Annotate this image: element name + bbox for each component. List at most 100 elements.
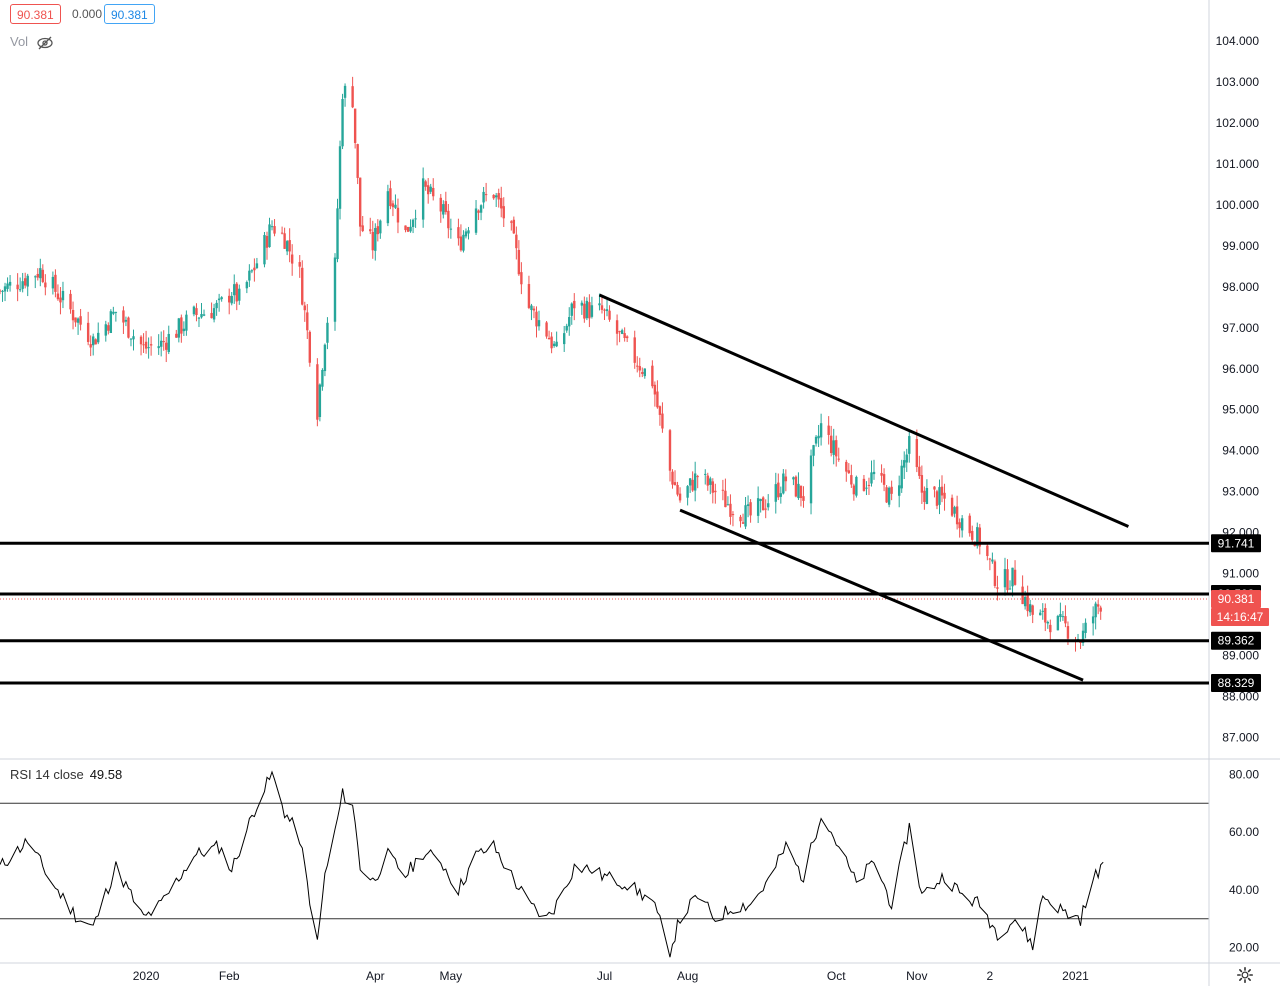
countdown-badge [1211, 607, 1269, 626]
time-tick-label: May [440, 969, 463, 983]
candle-body [482, 191, 485, 203]
candle-body [686, 486, 689, 498]
rsi-tick-label: 40.00 [1229, 883, 1259, 897]
eye-off-icon[interactable] [36, 36, 54, 50]
candle-body [177, 318, 181, 338]
candle-body [371, 231, 374, 251]
candle-body [107, 325, 110, 331]
candle-body [245, 282, 249, 289]
legend-change-value: 0.000 [72, 7, 103, 21]
candle-body [404, 225, 407, 231]
candle-body [268, 224, 271, 248]
candle-body [797, 483, 800, 499]
candle-body [389, 188, 392, 207]
candle-body [114, 311, 118, 313]
candle-body [1066, 626, 1070, 639]
candle-body [326, 322, 329, 343]
candle-body [285, 241, 289, 252]
candle-body [318, 384, 322, 417]
candle-body [739, 516, 742, 522]
candle-body [215, 302, 218, 309]
candle-body [1031, 605, 1034, 615]
candle-body [590, 305, 594, 317]
candle-body [303, 305, 306, 311]
candle-body [704, 473, 707, 475]
candle-body [79, 316, 82, 325]
candle-body [603, 309, 606, 311]
candle-body [943, 492, 946, 499]
candle-body [185, 314, 188, 331]
candle-body [671, 471, 674, 485]
candle-body [265, 235, 269, 248]
candle-body [321, 369, 324, 387]
price-tick-label: 99.000 [1222, 239, 1259, 253]
candle-body [802, 496, 805, 501]
candle-body [477, 210, 480, 213]
candle-body [356, 144, 359, 178]
candle-body [18, 289, 22, 291]
candle-body [61, 290, 65, 301]
candle-body [97, 332, 100, 343]
candle-body [729, 503, 732, 517]
candle-body [641, 372, 644, 374]
candle-body [273, 226, 276, 234]
candle-body [3, 286, 7, 292]
trend-line [679, 508, 1084, 682]
candle-body [741, 522, 745, 524]
candle-body [424, 181, 427, 187]
candle-body [545, 322, 548, 337]
candle-body [192, 306, 196, 315]
candle-body [175, 333, 178, 338]
candle-body [636, 365, 639, 367]
candle-body [167, 333, 170, 352]
candle-body [532, 308, 536, 311]
candle-body [1044, 608, 1047, 623]
candle-body [195, 308, 198, 316]
candle-body [568, 317, 571, 327]
candle-body [515, 234, 518, 249]
candle-body [1096, 604, 1100, 607]
candle-body [711, 481, 715, 493]
candle-body [449, 228, 453, 230]
candle-body [394, 204, 397, 208]
price-tick-label: 100.000 [1216, 198, 1260, 212]
candle-body [492, 194, 495, 199]
price-badge [1211, 589, 1261, 608]
candle-body [882, 474, 886, 485]
candle-body [376, 226, 380, 235]
candle-body [573, 300, 576, 309]
candle-body [779, 493, 783, 497]
candle-body [74, 317, 77, 323]
candle-body [301, 267, 304, 305]
candle-body [756, 498, 760, 516]
candle-body [308, 331, 312, 363]
candle-body [358, 177, 362, 227]
candle-body [144, 341, 148, 349]
candle-body [406, 227, 410, 232]
candle-body [124, 319, 128, 322]
gear-icon[interactable] [1236, 966, 1254, 984]
candle-body [625, 336, 629, 339]
rsi-tick-label: 20.00 [1229, 941, 1259, 955]
candle-body [502, 206, 505, 219]
candle-body [588, 302, 591, 319]
candle-body [202, 314, 206, 316]
time-tick-label: 2 [987, 969, 994, 983]
candle-body [721, 489, 725, 491]
price-tick-label: 94.000 [1222, 444, 1259, 458]
candle-body [809, 455, 813, 504]
trend-line [598, 293, 1130, 528]
time-tick-label: 2020 [133, 969, 160, 983]
candle-body [731, 514, 735, 516]
rsi-tick-label: 80.00 [1229, 767, 1259, 781]
candle-body [897, 485, 901, 496]
time-tick-label: 2021 [1062, 969, 1089, 983]
candle-body [39, 268, 42, 279]
candle-body [887, 487, 891, 505]
candle-body [908, 436, 911, 454]
candle-body [530, 305, 533, 311]
price-tick-label: 87.000 [1222, 731, 1259, 745]
time-tick-label: Apr [366, 969, 385, 983]
